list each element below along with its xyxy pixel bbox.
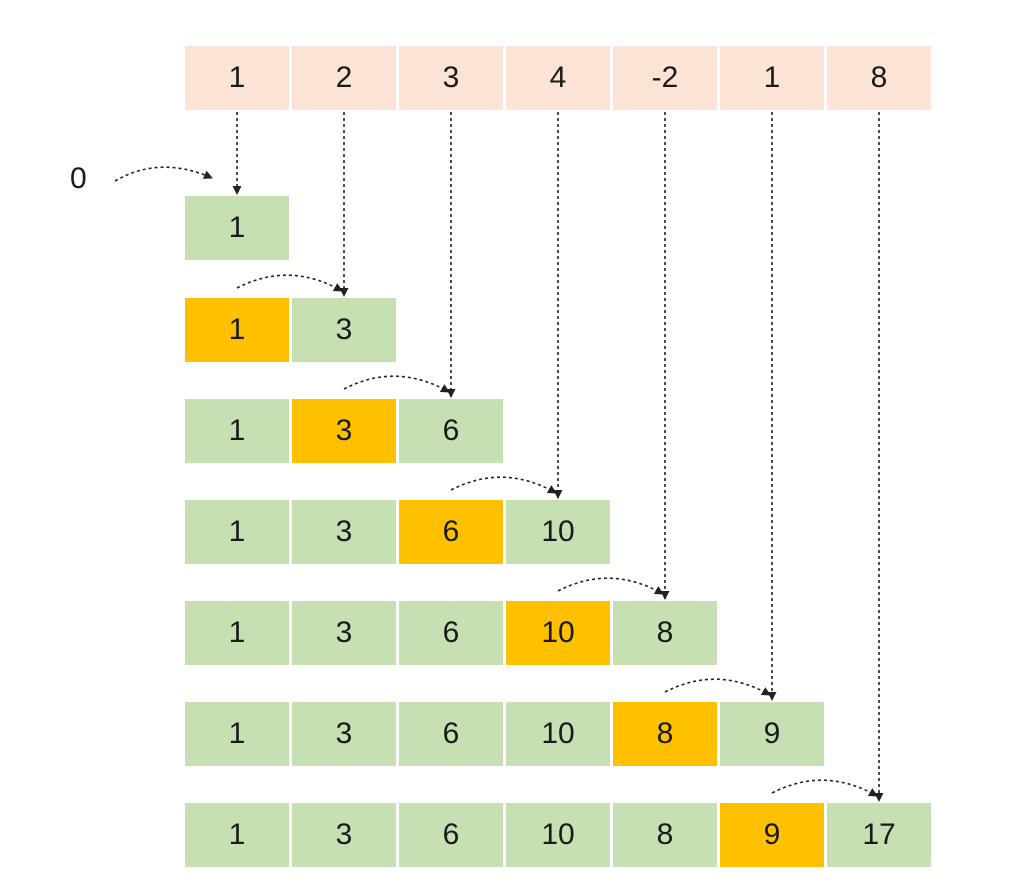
prefix-sum-cell: 10	[506, 803, 610, 867]
prefix-sum-cell: 6	[399, 803, 503, 867]
curved-arrow	[450, 476, 557, 494]
input-cell: 3	[399, 46, 503, 110]
initial-zero-label: 0	[70, 162, 87, 195]
curved-arrow	[771, 779, 878, 797]
prefix-sum-cell: 1	[185, 399, 289, 463]
prefix-sum-cell: 3	[292, 500, 396, 564]
prefix-sum-cell: 6	[399, 702, 503, 766]
prefix-sum-cell: 1	[185, 702, 289, 766]
curved-arrow	[557, 577, 664, 595]
prefix-sum-cell: 10	[506, 702, 610, 766]
previous-sum-cell: 1	[185, 298, 289, 362]
prefix-sum-cell: 8	[613, 803, 717, 867]
curved-arrow	[343, 375, 450, 393]
prefix-sum-cell: 3	[292, 803, 396, 867]
prefix-sum-cell: 10	[506, 500, 610, 564]
prefix-sum-cell: 8	[613, 601, 717, 665]
previous-sum-cell: 8	[613, 702, 717, 766]
previous-sum-cell: 9	[720, 803, 824, 867]
previous-sum-cell: 6	[399, 500, 503, 564]
input-cell: 4	[506, 46, 610, 110]
input-cell: 8	[827, 46, 931, 110]
curved-arrow	[236, 274, 343, 292]
prefix-sum-cell: 6	[399, 601, 503, 665]
input-cell: -2	[613, 46, 717, 110]
input-cell: 1	[720, 46, 824, 110]
prefix-sum-cell: 1	[185, 601, 289, 665]
previous-sum-cell: 10	[506, 601, 610, 665]
prefix-sum-cell: 9	[720, 702, 824, 766]
prefix-sum-cell: 1	[185, 196, 289, 260]
prefix-sum-cell: 1	[185, 803, 289, 867]
prefix-sum-cell: 3	[292, 702, 396, 766]
prefix-sum-cell: 3	[292, 298, 396, 362]
curved-arrow	[114, 166, 213, 182]
previous-sum-cell: 3	[292, 399, 396, 463]
prefix-sum-cell: 3	[292, 601, 396, 665]
prefix-sum-cell: 17	[827, 803, 931, 867]
input-cell: 2	[292, 46, 396, 110]
input-cell: 1	[185, 46, 289, 110]
prefix-sum-cell: 6	[399, 399, 503, 463]
curved-arrow	[664, 678, 771, 696]
prefix-sum-cell: 1	[185, 500, 289, 564]
